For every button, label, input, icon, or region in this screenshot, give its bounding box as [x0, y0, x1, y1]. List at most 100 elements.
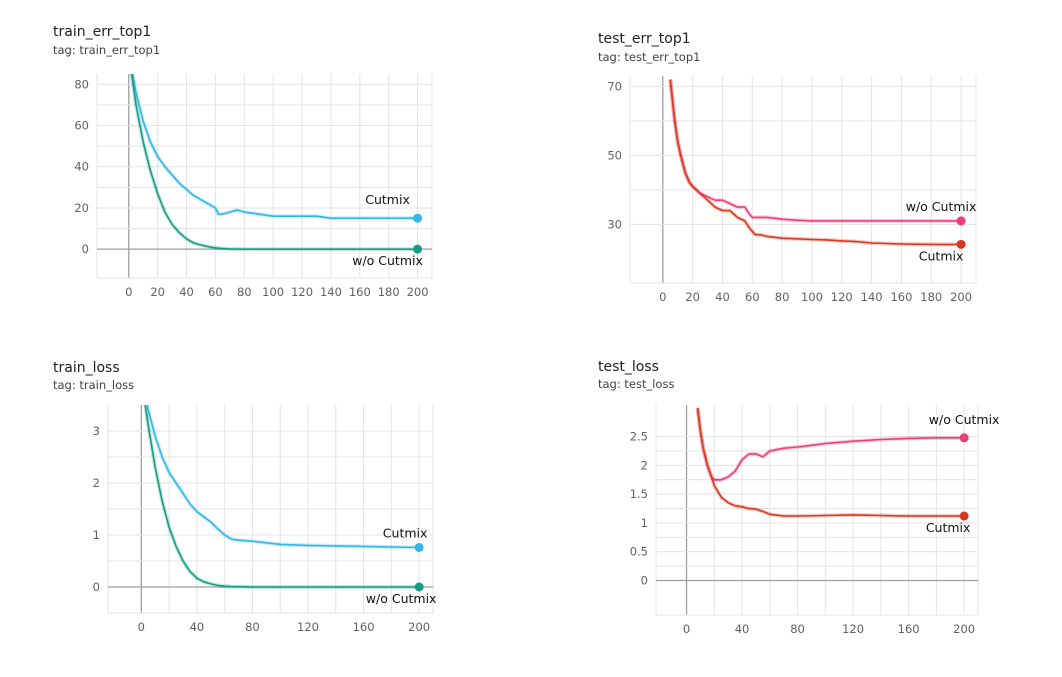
x-tick-label: 80: [790, 622, 805, 636]
series-group: [695, 407, 965, 518]
y-tick-label: 80: [74, 77, 89, 91]
x-tick-label: 20: [150, 285, 165, 299]
y-tick-label: 0: [82, 242, 89, 256]
y-tick-label: 1.5: [630, 487, 648, 501]
x-tick-label: 40: [715, 290, 730, 304]
y-tick-label: 1: [93, 528, 100, 542]
x-tick-label: 180: [378, 285, 400, 299]
series-label: Cutmix: [919, 248, 964, 263]
x-tick-label: 120: [831, 290, 853, 304]
chart-plot: 0 20 40 60 80 100 120 140 160 180 200 30 50 70 w/o Cut…: [607, 76, 977, 304]
x-tick-label: 120: [297, 620, 319, 634]
y-tick-label: 2: [93, 476, 100, 490]
series-smoothing-band: [695, 407, 965, 518]
series-label: w/o Cutmix: [352, 253, 423, 268]
series-line: [130, 74, 418, 250]
y-tick-label: 2.5: [630, 430, 648, 444]
grid: [629, 76, 977, 284]
series-end-point: [414, 542, 424, 552]
chart-panel-test-err-top1: test_err_top1 tag: test_err_top1 0 20 40 60…: [530, 0, 1062, 338]
series-label: Cutmix: [365, 192, 410, 207]
series-end-point: [413, 213, 423, 223]
series-group: [668, 79, 962, 247]
series-group: [129, 74, 418, 252]
series-end-point: [413, 244, 423, 254]
grid: [655, 405, 979, 616]
x-tick-label: 160: [349, 285, 371, 299]
series-end-point: [956, 239, 966, 249]
y-tick-label: 30: [607, 217, 622, 231]
x-tick-label: 80: [237, 285, 252, 299]
x-tick-label: 40: [190, 620, 205, 634]
x-tick-label: 200: [408, 620, 430, 634]
x-tick-label: 200: [950, 290, 972, 304]
series-label: w/o Cutmix: [906, 199, 977, 214]
y-tick-label: 0.5: [630, 545, 648, 559]
chart-tag: tag: test_loss: [598, 377, 675, 391]
series-end-point: [959, 433, 969, 443]
y-tick-label: 3: [93, 424, 100, 438]
x-tick-label: 0: [138, 620, 145, 634]
x-tick-label: 140: [320, 285, 342, 299]
x-tick-label: 80: [775, 290, 790, 304]
x-tick-label: 180: [920, 290, 942, 304]
series-group: [130, 74, 418, 221]
chart-plot: 0 20 40 60 80 100 120 140 160 180 200 0 20 40 60 80 Cutm…: [74, 74, 433, 299]
series-line: [144, 405, 420, 588]
series-line: [146, 405, 420, 549]
chart-panel-train-err-top1: train_err_top1 tag: train_err_top1 0 20 40…: [0, 0, 530, 338]
series-label: Cutmix: [926, 520, 971, 535]
y-tick-label: 1: [641, 516, 648, 530]
chart-plot: 0 40 80 120 160 200 0 1 2 3 Cutmix w/o Cutmix: [93, 405, 437, 634]
series-end-point: [956, 216, 966, 226]
x-tick-label: 200: [953, 622, 975, 636]
chart-plot: 0 40 80 120 160 200 0 0.5 1 1.5 2 2.5 w/o Cutmix Cutm…: [630, 405, 1000, 636]
chart-title: train_loss: [53, 360, 120, 376]
series-group: [695, 407, 965, 482]
x-tick-label: 0: [659, 290, 666, 304]
x-tick-label: 120: [291, 285, 313, 299]
x-tick-label: 120: [842, 622, 864, 636]
x-tick-label: 80: [245, 620, 260, 634]
x-tick-label: 160: [353, 620, 375, 634]
x-tick-label: 40: [735, 622, 750, 636]
chart-tag: tag: train_err_top1: [53, 43, 161, 57]
chart-title: train_err_top1: [53, 24, 152, 40]
series-label: w/o Cutmix: [929, 412, 1000, 427]
y-tick-label: 60: [74, 119, 89, 133]
series-label: Cutmix: [383, 525, 428, 540]
series-end-point: [414, 582, 424, 592]
x-tick-label: 160: [890, 290, 912, 304]
x-tick-label: 100: [801, 290, 823, 304]
chart-panel-train-loss: train_loss tag: train_loss 0 40 80 120 160 20…: [0, 338, 530, 677]
chart-tag: tag: train_loss: [53, 378, 135, 392]
y-tick-label: 20: [74, 201, 89, 215]
x-tick-label: 60: [208, 285, 223, 299]
x-tick-label: 0: [125, 285, 132, 299]
series-line: [669, 79, 962, 246]
grid: [96, 74, 433, 279]
y-tick-label: 0: [93, 580, 100, 594]
series-line: [131, 74, 418, 219]
series-smoothing-band: [695, 407, 965, 482]
x-tick-label: 140: [861, 290, 883, 304]
y-tick-label: 0: [641, 573, 648, 587]
x-tick-label: 60: [745, 290, 760, 304]
series-group: [143, 405, 420, 589]
chart-title: test_loss: [598, 359, 659, 375]
chart-tag: tag: test_err_top1: [598, 50, 701, 64]
y-tick-label: 2: [641, 458, 648, 472]
series-line: [696, 407, 965, 517]
y-tick-label: 40: [74, 160, 89, 174]
chart-panel-test-loss: test_loss tag: test_loss 0 40 80 120 160 200 0…: [530, 338, 1062, 677]
x-tick-label: 100: [262, 285, 284, 299]
series-group: [145, 405, 420, 550]
y-tick-label: 50: [607, 148, 622, 162]
series-label: w/o Cutmix: [366, 591, 437, 606]
x-tick-label: 20: [685, 290, 700, 304]
series-end-point: [959, 511, 969, 521]
x-tick-label: 40: [179, 285, 194, 299]
x-tick-label: 160: [898, 622, 920, 636]
x-tick-label: 0: [683, 622, 690, 636]
y-tick-label: 70: [607, 79, 622, 93]
